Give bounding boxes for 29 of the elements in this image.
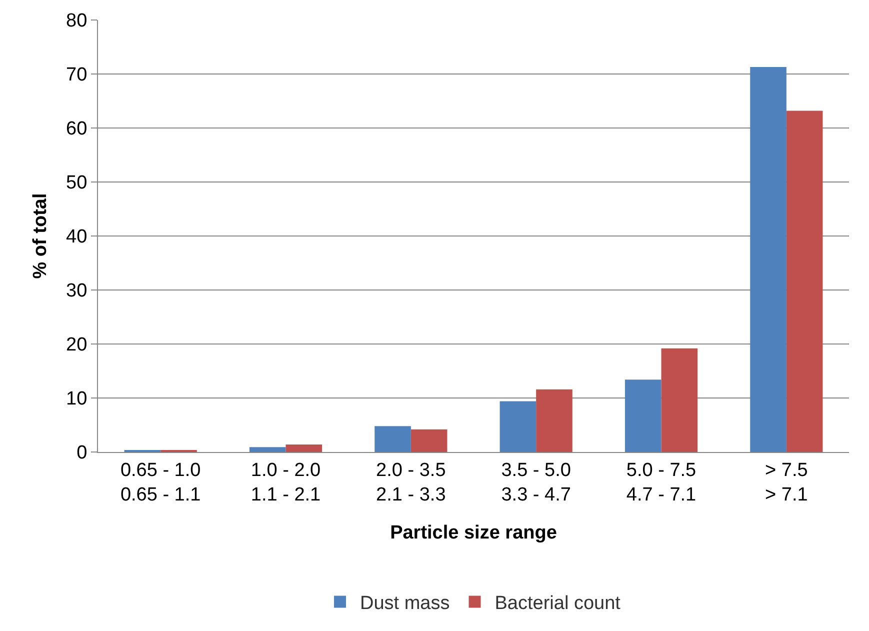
bar <box>249 447 286 452</box>
y-tick-label: 0 <box>76 442 88 464</box>
y-tick-label: 50 <box>66 172 88 194</box>
bar <box>374 426 411 452</box>
x-tick-label: > 7.5 > 7.1 <box>765 460 808 506</box>
bar <box>286 444 322 452</box>
y-tick-label: 70 <box>66 64 88 86</box>
bar <box>536 389 572 452</box>
y-tick-label: 40 <box>66 226 88 248</box>
bar <box>786 110 823 452</box>
y-tick-label: 80 <box>66 10 88 32</box>
legend-label: Dust mass <box>360 593 450 614</box>
y-tick-label: 20 <box>66 334 88 356</box>
y-tick-label: 10 <box>66 388 88 410</box>
x-tick-label: 5.0 - 7.5 4.7 - 7.1 <box>626 460 696 506</box>
legend-label: Bacterial count <box>494 593 622 614</box>
x-tick-label: 3.5 - 5.0 3.3 - 4.7 <box>501 460 571 506</box>
y-tick-label: 30 <box>66 280 88 302</box>
x-tick-label: 0.65 - 1.0 0.65 - 1.1 <box>120 460 201 506</box>
bar <box>624 380 662 452</box>
bar <box>410 429 448 452</box>
x-tick-label: 2.0 - 3.5 2.1 - 3.3 <box>376 460 446 506</box>
bar <box>661 348 698 452</box>
bar <box>750 66 786 452</box>
y-tick-label: 60 <box>66 118 88 140</box>
y-axis-title: % of total <box>30 193 51 279</box>
bar <box>500 401 536 452</box>
x-tick-label: 1.0 - 2.0 1.1 - 2.1 <box>250 460 321 506</box>
x-axis-title: Particle size range <box>390 522 557 544</box>
